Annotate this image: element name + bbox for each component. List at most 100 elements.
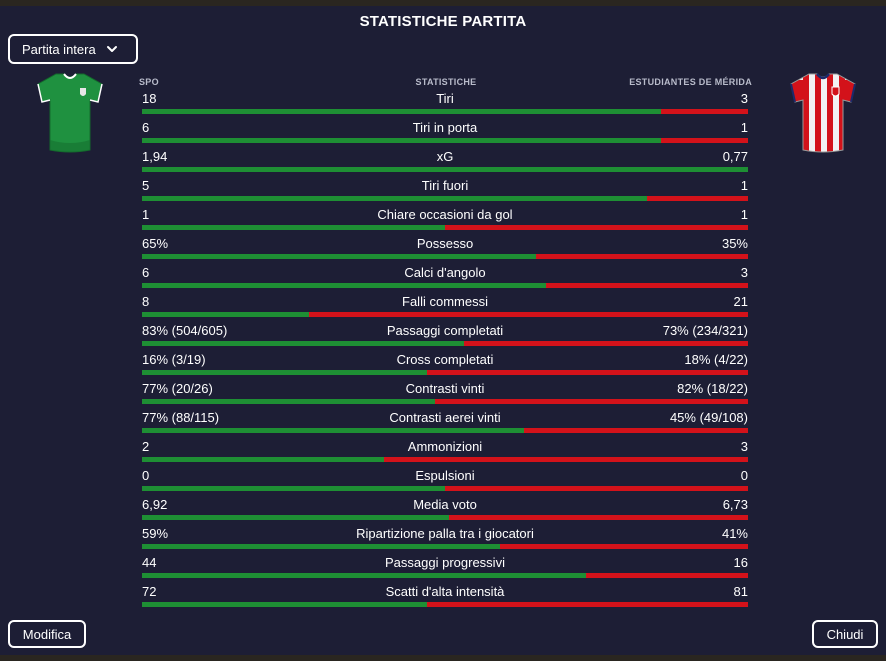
away-stat-value: 1	[740, 178, 748, 193]
home-stat-value: 83% (504/605)	[142, 323, 228, 338]
away-share-bar	[464, 341, 748, 346]
home-stat-value: 72	[142, 584, 157, 599]
away-stat-value: 3	[740, 91, 748, 106]
stat-row: 1 Chiare occasioni da gol 1	[142, 204, 748, 233]
away-stat-value: 82% (18/22)	[677, 381, 748, 396]
away-share-bar	[449, 515, 748, 520]
stat-comparison-bar	[142, 225, 748, 230]
home-share-bar	[142, 254, 536, 259]
home-share-bar	[142, 196, 647, 201]
stat-comparison-bar	[142, 312, 748, 317]
home-team-kit-icon	[34, 70, 106, 159]
period-dropdown-label: Partita intera	[22, 41, 96, 57]
page-title: STATISTICHE PARTITA	[359, 13, 527, 30]
away-stat-value: 81	[733, 584, 748, 599]
away-share-bar	[661, 138, 748, 143]
away-share-bar	[646, 196, 748, 201]
away-stat-value: 16	[733, 555, 748, 570]
stat-row: 65% Possesso 35%	[142, 233, 748, 262]
home-stat-value: 1	[142, 207, 150, 222]
stat-row: 77% (20/26) Contrasti vinti 82% (18/22)	[142, 378, 748, 407]
stat-name: Passaggi progressivi	[385, 555, 505, 570]
home-share-bar	[142, 225, 445, 230]
home-stat-value: 5	[142, 178, 150, 193]
stat-row: 59% Ripartizione palla tra i giocatori 41%	[142, 523, 748, 552]
home-stat-value: 1,94	[142, 149, 168, 164]
stat-name: Calci d'angolo	[404, 265, 486, 280]
away-stat-value: 1	[740, 207, 748, 222]
stat-comparison-bar	[142, 167, 748, 172]
stat-comparison-bar	[142, 283, 748, 288]
stat-row: 5 Tiri fuori 1	[142, 175, 748, 204]
background-strip-bottom	[0, 655, 886, 661]
period-dropdown[interactable]: Partita intera	[8, 34, 138, 64]
stats-header: STATISTICHE	[415, 77, 477, 87]
stat-row: 77% (88/115) Contrasti aerei vinti 45% (49…	[142, 407, 748, 436]
home-stat-value: 6	[142, 120, 150, 135]
stat-name: Ammonizioni	[407, 439, 483, 454]
stat-row: 6,92 Media voto 6,73	[142, 494, 748, 523]
stat-name: Contrasti vinti	[405, 381, 485, 396]
background-strip-top	[0, 0, 886, 6]
home-share-bar	[142, 109, 662, 114]
away-share-bar	[524, 428, 748, 433]
home-share-bar	[142, 283, 547, 288]
away-share-bar	[586, 573, 748, 578]
home-stat-value: 44	[142, 555, 157, 570]
stat-name: xG	[436, 149, 454, 164]
stat-row: 83% (504/605) Passaggi completati 73% (234…	[142, 320, 748, 349]
stat-name: Scatti d'alta intensità	[385, 584, 505, 599]
away-share-bar	[435, 399, 748, 404]
away-share-bar	[384, 457, 748, 462]
stat-name: Tiri fuori	[421, 178, 469, 193]
home-share-bar	[142, 573, 587, 578]
home-share-bar	[142, 167, 748, 172]
away-share-bar	[499, 544, 748, 549]
stat-name: Media voto	[413, 497, 477, 512]
stat-row: 18 Tiri 3	[142, 88, 748, 117]
stat-comparison-bar	[142, 457, 748, 462]
away-team-header: ESTUDIANTES DE MÉRIDA	[629, 77, 752, 87]
away-stat-value: 73% (234/321)	[662, 323, 748, 338]
stat-name: Tiri in porta	[412, 120, 478, 135]
chevron-down-icon	[106, 43, 118, 55]
stat-row: 1,94 xG 0,77	[142, 146, 748, 175]
home-share-bar	[142, 602, 428, 607]
away-stat-value: 6,73	[722, 497, 748, 512]
home-stat-value: 77% (88/115)	[142, 410, 220, 425]
home-share-bar	[142, 370, 428, 375]
away-share-bar	[546, 283, 748, 288]
stat-comparison-bar	[142, 399, 748, 404]
edit-button[interactable]: Modifica	[8, 620, 86, 648]
away-share-bar	[427, 602, 748, 607]
home-share-bar	[142, 515, 450, 520]
away-share-bar	[427, 370, 748, 375]
stat-comparison-bar	[142, 254, 748, 259]
stat-name: Tiri	[436, 91, 454, 106]
stat-row: 16% (3/19) Cross completati 18% (4/22)	[142, 349, 748, 378]
away-stat-value: 18% (4/22)	[684, 352, 748, 367]
stat-row: 8 Falli commessi 21	[142, 291, 748, 320]
stat-comparison-bar	[142, 428, 748, 433]
close-button[interactable]: Chiudi	[812, 620, 878, 648]
stat-name: Contrasti aerei vinti	[389, 410, 501, 425]
stats-list: 1 8 Tiri 3 6 Tiri in porta 1 1,94 xG 0,77 5 Tiri fu…	[142, 88, 748, 610]
away-share-bar	[309, 312, 748, 317]
home-share-bar	[142, 428, 525, 433]
stat-name: Espulsioni	[415, 468, 475, 483]
home-share-bar	[142, 341, 465, 346]
home-stat-value: 8	[142, 294, 150, 309]
home-share-bar	[142, 544, 500, 549]
home-stat-value: 65%	[142, 236, 169, 251]
home-share-bar	[142, 138, 662, 143]
away-stat-value: 3	[740, 265, 748, 280]
stat-name: Passaggi completati	[386, 323, 504, 338]
away-stat-value: 0	[740, 468, 748, 483]
away-team-kit-icon	[787, 70, 859, 159]
home-share-bar	[142, 312, 310, 317]
away-stat-value: 0,77	[722, 149, 748, 164]
away-stat-value: 3	[740, 439, 748, 454]
stat-comparison-bar	[142, 341, 748, 346]
stat-name: Possesso	[416, 236, 474, 251]
stat-row: 6 Tiri in porta 1	[142, 117, 748, 146]
